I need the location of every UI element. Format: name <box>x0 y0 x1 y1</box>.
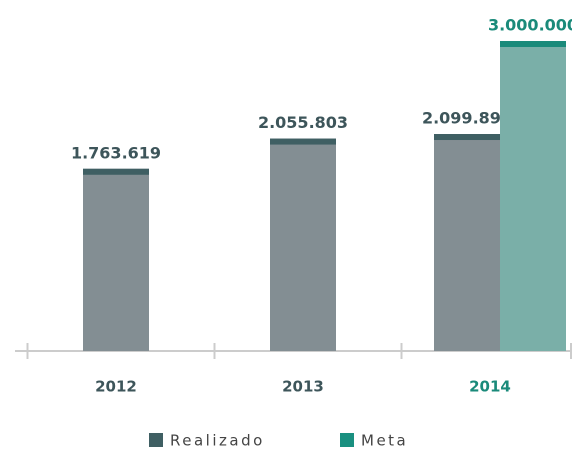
bar <box>83 168 149 351</box>
value-label: 1.763.619 <box>71 143 161 162</box>
bar-cap <box>434 134 500 141</box>
x-tick-label: 2013 <box>282 378 324 396</box>
bar-cap <box>270 138 336 145</box>
legend-swatch <box>149 433 163 447</box>
x-tick-label: 2014 <box>469 378 511 396</box>
bar <box>500 41 566 351</box>
value-label: 2.055.803 <box>258 113 348 132</box>
legend-label: Meta <box>361 432 408 450</box>
value-label: 2.099.890 <box>422 109 512 128</box>
bar-cap <box>500 41 566 47</box>
legend-label: Realizado <box>170 432 265 450</box>
value-label: 3.000.000 <box>488 16 572 35</box>
bar <box>270 138 336 351</box>
x-tick-label: 2012 <box>95 378 137 396</box>
bar <box>434 134 500 351</box>
legend-swatch <box>340 433 354 447</box>
bar-cap <box>83 168 149 175</box>
